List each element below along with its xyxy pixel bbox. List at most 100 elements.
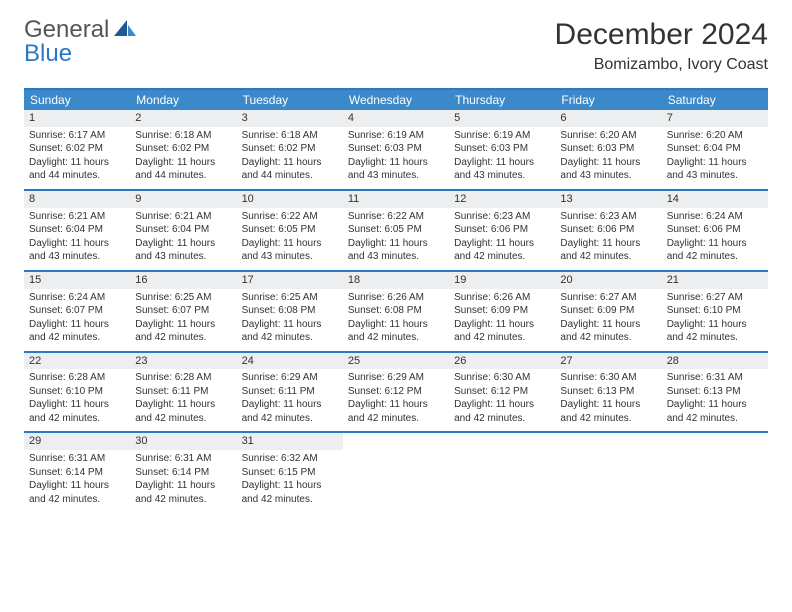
sunset-text: Sunset: 6:03 PM bbox=[560, 142, 656, 156]
sunrise-text: Sunrise: 6:24 AM bbox=[667, 210, 763, 224]
day-cell: 25Sunrise: 6:29 AMSunset: 6:12 PMDayligh… bbox=[343, 353, 449, 432]
day-number: 19 bbox=[449, 272, 555, 289]
sunrise-text: Sunrise: 6:23 AM bbox=[560, 210, 656, 224]
weekday-header: Thursday bbox=[449, 90, 555, 110]
day-number: 21 bbox=[662, 272, 768, 289]
day-cell: 22Sunrise: 6:28 AMSunset: 6:10 PMDayligh… bbox=[24, 353, 130, 432]
day-body: Sunrise: 6:21 AMSunset: 6:04 PMDaylight:… bbox=[130, 208, 236, 270]
day-number: 16 bbox=[130, 272, 236, 289]
day-number: 4 bbox=[343, 110, 449, 127]
day-cell: 12Sunrise: 6:23 AMSunset: 6:06 PMDayligh… bbox=[449, 191, 555, 270]
day-cell: 23Sunrise: 6:28 AMSunset: 6:11 PMDayligh… bbox=[130, 353, 236, 432]
sunrise-text: Sunrise: 6:31 AM bbox=[135, 452, 231, 466]
sunset-text: Sunset: 6:06 PM bbox=[560, 223, 656, 237]
daylight-text: Daylight: 11 hours and 42 minutes. bbox=[667, 318, 763, 345]
day-number: 13 bbox=[555, 191, 661, 208]
daylight-text: Daylight: 11 hours and 42 minutes. bbox=[667, 237, 763, 264]
daylight-text: Daylight: 11 hours and 43 minutes. bbox=[560, 156, 656, 183]
sunset-text: Sunset: 6:04 PM bbox=[29, 223, 125, 237]
logo-text-accent: Blue bbox=[24, 40, 72, 67]
day-number: 10 bbox=[237, 191, 343, 208]
day-number: 1 bbox=[24, 110, 130, 127]
sunrise-text: Sunrise: 6:32 AM bbox=[242, 452, 338, 466]
weekday-header: Friday bbox=[555, 90, 661, 110]
sunset-text: Sunset: 6:14 PM bbox=[135, 466, 231, 480]
day-body: Sunrise: 6:28 AMSunset: 6:10 PMDaylight:… bbox=[24, 369, 130, 431]
daylight-text: Daylight: 11 hours and 44 minutes. bbox=[29, 156, 125, 183]
day-body: Sunrise: 6:20 AMSunset: 6:04 PMDaylight:… bbox=[662, 127, 768, 189]
day-number: 26 bbox=[449, 353, 555, 370]
calendar-document: General Blue December 2024 Bomizambo, Iv… bbox=[0, 0, 792, 530]
sunset-text: Sunset: 6:03 PM bbox=[454, 142, 550, 156]
day-cell: 2Sunrise: 6:18 AMSunset: 6:02 PMDaylight… bbox=[130, 110, 236, 189]
day-cell: 21Sunrise: 6:27 AMSunset: 6:10 PMDayligh… bbox=[662, 272, 768, 351]
day-cell: 8Sunrise: 6:21 AMSunset: 6:04 PMDaylight… bbox=[24, 191, 130, 270]
header: General Blue December 2024 Bomizambo, Iv… bbox=[24, 18, 768, 74]
day-number: 20 bbox=[555, 272, 661, 289]
day-body: Sunrise: 6:27 AMSunset: 6:09 PMDaylight:… bbox=[555, 289, 661, 351]
sunrise-text: Sunrise: 6:30 AM bbox=[560, 371, 656, 385]
sunrise-text: Sunrise: 6:24 AM bbox=[29, 291, 125, 305]
day-body: Sunrise: 6:29 AMSunset: 6:12 PMDaylight:… bbox=[343, 369, 449, 431]
day-number: 22 bbox=[24, 353, 130, 370]
sunrise-text: Sunrise: 6:20 AM bbox=[560, 129, 656, 143]
day-cell: 30Sunrise: 6:31 AMSunset: 6:14 PMDayligh… bbox=[130, 433, 236, 512]
daylight-text: Daylight: 11 hours and 42 minutes. bbox=[454, 398, 550, 425]
day-number: 27 bbox=[555, 353, 661, 370]
sunset-text: Sunset: 6:05 PM bbox=[348, 223, 444, 237]
day-number: 28 bbox=[662, 353, 768, 370]
daylight-text: Daylight: 11 hours and 43 minutes. bbox=[667, 156, 763, 183]
day-number: 23 bbox=[130, 353, 236, 370]
daylight-text: Daylight: 11 hours and 43 minutes. bbox=[348, 156, 444, 183]
sunset-text: Sunset: 6:13 PM bbox=[560, 385, 656, 399]
sunrise-text: Sunrise: 6:22 AM bbox=[242, 210, 338, 224]
day-body: Sunrise: 6:32 AMSunset: 6:15 PMDaylight:… bbox=[237, 450, 343, 512]
weekday-header: Saturday bbox=[662, 90, 768, 110]
sunrise-text: Sunrise: 6:26 AM bbox=[348, 291, 444, 305]
daylight-text: Daylight: 11 hours and 42 minutes. bbox=[29, 318, 125, 345]
sunset-text: Sunset: 6:09 PM bbox=[560, 304, 656, 318]
sunset-text: Sunset: 6:02 PM bbox=[242, 142, 338, 156]
day-body: Sunrise: 6:27 AMSunset: 6:10 PMDaylight:… bbox=[662, 289, 768, 351]
sunset-text: Sunset: 6:12 PM bbox=[454, 385, 550, 399]
daylight-text: Daylight: 11 hours and 42 minutes. bbox=[560, 398, 656, 425]
day-body: Sunrise: 6:19 AMSunset: 6:03 PMDaylight:… bbox=[449, 127, 555, 189]
sunrise-text: Sunrise: 6:23 AM bbox=[454, 210, 550, 224]
day-number: 5 bbox=[449, 110, 555, 127]
daylight-text: Daylight: 11 hours and 43 minutes. bbox=[348, 237, 444, 264]
day-body: Sunrise: 6:25 AMSunset: 6:08 PMDaylight:… bbox=[237, 289, 343, 351]
weekday-header: Wednesday bbox=[343, 90, 449, 110]
week-row: 29Sunrise: 6:31 AMSunset: 6:14 PMDayligh… bbox=[24, 433, 768, 512]
sunset-text: Sunset: 6:10 PM bbox=[29, 385, 125, 399]
day-number: 6 bbox=[555, 110, 661, 127]
sunset-text: Sunset: 6:10 PM bbox=[667, 304, 763, 318]
sunset-text: Sunset: 6:06 PM bbox=[454, 223, 550, 237]
daylight-text: Daylight: 11 hours and 42 minutes. bbox=[560, 318, 656, 345]
sunset-text: Sunset: 6:12 PM bbox=[348, 385, 444, 399]
daylight-text: Daylight: 11 hours and 42 minutes. bbox=[29, 398, 125, 425]
day-number: 2 bbox=[130, 110, 236, 127]
day-cell: 14Sunrise: 6:24 AMSunset: 6:06 PMDayligh… bbox=[662, 191, 768, 270]
logo-text: General Blue bbox=[24, 18, 136, 66]
sunrise-text: Sunrise: 6:19 AM bbox=[348, 129, 444, 143]
daylight-text: Daylight: 11 hours and 42 minutes. bbox=[454, 237, 550, 264]
sunset-text: Sunset: 6:11 PM bbox=[242, 385, 338, 399]
day-cell: 28Sunrise: 6:31 AMSunset: 6:13 PMDayligh… bbox=[662, 353, 768, 432]
day-body: Sunrise: 6:24 AMSunset: 6:07 PMDaylight:… bbox=[24, 289, 130, 351]
sunset-text: Sunset: 6:14 PM bbox=[29, 466, 125, 480]
day-cell: 20Sunrise: 6:27 AMSunset: 6:09 PMDayligh… bbox=[555, 272, 661, 351]
day-cell: 16Sunrise: 6:25 AMSunset: 6:07 PMDayligh… bbox=[130, 272, 236, 351]
day-body: Sunrise: 6:30 AMSunset: 6:12 PMDaylight:… bbox=[449, 369, 555, 431]
sunrise-text: Sunrise: 6:20 AM bbox=[667, 129, 763, 143]
day-number: 31 bbox=[237, 433, 343, 450]
day-cell: 19Sunrise: 6:26 AMSunset: 6:09 PMDayligh… bbox=[449, 272, 555, 351]
daylight-text: Daylight: 11 hours and 42 minutes. bbox=[135, 479, 231, 506]
week-row: 15Sunrise: 6:24 AMSunset: 6:07 PMDayligh… bbox=[24, 272, 768, 353]
location: Bomizambo, Ivory Coast bbox=[555, 56, 768, 74]
daylight-text: Daylight: 11 hours and 43 minutes. bbox=[454, 156, 550, 183]
day-cell: 17Sunrise: 6:25 AMSunset: 6:08 PMDayligh… bbox=[237, 272, 343, 351]
daylight-text: Daylight: 11 hours and 42 minutes. bbox=[667, 398, 763, 425]
day-cell: 7Sunrise: 6:20 AMSunset: 6:04 PMDaylight… bbox=[662, 110, 768, 189]
calendar: SundayMondayTuesdayWednesdayThursdayFrid… bbox=[24, 88, 768, 512]
daylight-text: Daylight: 11 hours and 44 minutes. bbox=[135, 156, 231, 183]
